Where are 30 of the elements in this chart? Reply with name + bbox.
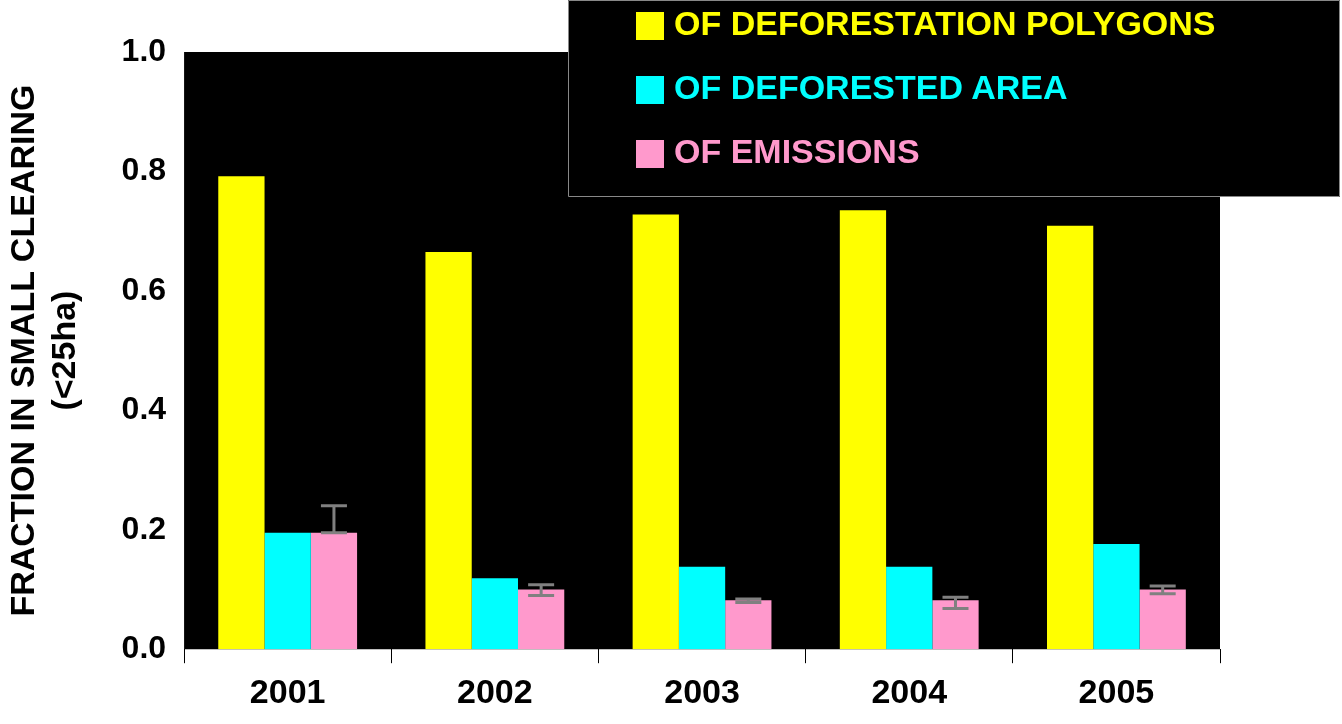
bar [632, 214, 679, 650]
bar [839, 210, 887, 650]
x-tick-label: 2005 [1078, 671, 1155, 710]
y-tick-label: 0.0 [121, 629, 167, 666]
bar [264, 532, 311, 650]
bar [678, 566, 726, 650]
legend-label: OF EMISSIONS [674, 132, 920, 171]
bar [471, 578, 518, 650]
bar [310, 532, 358, 650]
legend-label: OF DEFORESTATION POLYGONS [674, 4, 1216, 43]
bar [1047, 225, 1094, 650]
bar [932, 600, 979, 650]
y-tick-label: 0.2 [121, 509, 167, 546]
x-tick-label: 2003 [664, 671, 740, 710]
bar [1139, 589, 1186, 650]
bar [218, 176, 265, 650]
x-tick-label: 2001 [249, 671, 326, 710]
legend-label: OF DEFORESTED AREA [674, 68, 1068, 107]
bar [886, 566, 933, 650]
bar [518, 589, 565, 650]
bar [1093, 544, 1140, 650]
y-tick-label: 1.0 [121, 31, 167, 68]
y-tick-label: 0.6 [121, 270, 167, 307]
bar [725, 600, 772, 650]
x-tick-label: 2004 [871, 671, 948, 710]
y-tick-label: 0.4 [121, 390, 167, 427]
y-tick-label: 0.8 [121, 151, 167, 188]
bar [425, 252, 472, 650]
x-tick-label: 2002 [457, 671, 533, 710]
y-axis-title: FRACTION IN SMALL CLEARING (<25ha) [2, 84, 82, 617]
